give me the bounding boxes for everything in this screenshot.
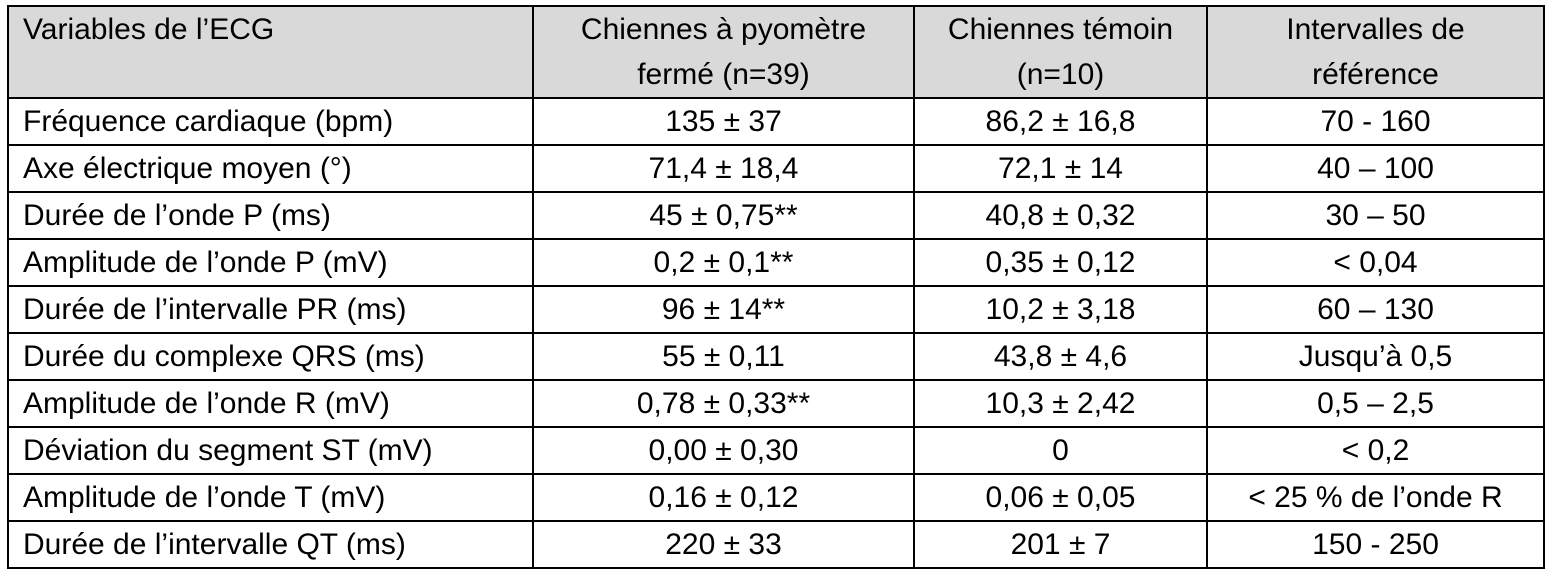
header-reference-intervals-line-1: Intervalles de (1286, 13, 1465, 46)
cell-variable: Durée de l’intervalle PR (ms) (7, 285, 534, 334)
cell-reference: Jusqu’à 0,5 (1206, 332, 1545, 381)
cell-variable: Amplitude de l’onde T (mV) (7, 473, 534, 522)
header-reference-intervals-line-2: référence (1312, 58, 1439, 91)
table-row: Durée du complexe QRS (ms) 55 ± 0,11 43,… (7, 332, 1545, 381)
cell-variable: Amplitude de l’onde R (mV) (7, 379, 534, 428)
cell-variable: Durée de l’onde P (ms) (7, 191, 534, 240)
cell-variable: Amplitude de l’onde P (mV) (7, 238, 534, 287)
table-row: Amplitude de l’onde R (mV) 0,78 ± 0,33**… (7, 379, 1545, 428)
cell-control: 10,3 ± 2,42 (913, 379, 1208, 428)
cell-pyometra: 45 ± 0,75** (532, 191, 915, 240)
table-header: Variables de l’ECG Chiennes à pyomètre f… (7, 5, 1545, 99)
cell-pyometra: 0,78 ± 0,33** (532, 379, 915, 428)
ecg-variables-table: Variables de l’ECG Chiennes à pyomètre f… (7, 5, 1545, 569)
cell-variable: Durée de l’intervalle QT (ms) (7, 520, 534, 569)
cell-reference: 30 – 50 (1206, 191, 1545, 240)
header-ecg-variables: Variables de l’ECG (7, 5, 534, 99)
table-row: Déviation du segment ST (mV) 0,00 ± 0,30… (7, 426, 1545, 475)
cell-variable: Déviation du segment ST (mV) (7, 426, 534, 475)
table-row: Axe électrique moyen (°) 71,4 ± 18,4 72,… (7, 144, 1545, 193)
cell-reference: 40 – 100 (1206, 144, 1545, 193)
header-pyometra-dogs-line-1: Chiennes à pyomètre (580, 13, 867, 46)
header-ecg-variables-line-1: Variables de l’ECG (23, 13, 275, 46)
header-control-dogs-line-2: (n=10) (1016, 58, 1105, 91)
table-row: Fréquence cardiaque (bpm) 135 ± 37 86,2 … (7, 97, 1545, 146)
cell-variable: Fréquence cardiaque (bpm) (7, 97, 534, 146)
cell-control: 43,8 ± 4,6 (913, 332, 1208, 381)
table-row: Amplitude de l’onde P (mV) 0,2 ± 0,1** 0… (7, 238, 1545, 287)
table-row: Durée de l’intervalle PR (ms) 96 ± 14** … (7, 285, 1545, 334)
header-control-dogs: Chiennes témoin (n=10) (913, 5, 1208, 99)
table-row: Durée de l’onde P (ms) 45 ± 0,75** 40,8 … (7, 191, 1545, 240)
cell-pyometra: 0,2 ± 0,1** (532, 238, 915, 287)
cell-control: 0,06 ± 0,05 (913, 473, 1208, 522)
cell-reference: 0,5 – 2,5 (1206, 379, 1545, 428)
cell-reference: < 0,04 (1206, 238, 1545, 287)
cell-control: 201 ± 7 (913, 520, 1208, 569)
cell-reference: 70 - 160 (1206, 97, 1545, 146)
cell-variable: Durée du complexe QRS (ms) (7, 332, 534, 381)
cell-control: 0 (913, 426, 1208, 475)
cell-reference: 150 - 250 (1206, 520, 1545, 569)
cell-variable: Axe électrique moyen (°) (7, 144, 534, 193)
table-row: Durée de l’intervalle QT (ms) 220 ± 33 2… (7, 520, 1545, 569)
table-body: Fréquence cardiaque (bpm) 135 ± 37 86,2 … (7, 97, 1545, 569)
header-reference-intervals: Intervalles de référence (1206, 5, 1545, 99)
cell-control: 86,2 ± 16,8 (913, 97, 1208, 146)
header-row: Variables de l’ECG Chiennes à pyomètre f… (7, 5, 1545, 99)
cell-pyometra: 0,16 ± 0,12 (532, 473, 915, 522)
cell-control: 0,35 ± 0,12 (913, 238, 1208, 287)
cell-reference: < 0,2 (1206, 426, 1545, 475)
cell-pyometra: 135 ± 37 (532, 97, 915, 146)
header-pyometra-dogs: Chiennes à pyomètre fermé (n=39) (532, 5, 915, 99)
cell-pyometra: 55 ± 0,11 (532, 332, 915, 381)
cell-reference: 60 – 130 (1206, 285, 1545, 334)
cell-reference: < 25 % de l’onde R (1206, 473, 1545, 522)
cell-pyometra: 220 ± 33 (532, 520, 915, 569)
header-pyometra-dogs-line-2: fermé (n=39) (637, 58, 810, 91)
ecg-table-container: Variables de l’ECG Chiennes à pyomètre f… (7, 5, 1545, 569)
table-row: Amplitude de l’onde T (mV) 0,16 ± 0,12 0… (7, 473, 1545, 522)
cell-pyometra: 96 ± 14** (532, 285, 915, 334)
header-control-dogs-line-1: Chiennes témoin (947, 13, 1174, 46)
cell-control: 10,2 ± 3,18 (913, 285, 1208, 334)
cell-pyometra: 0,00 ± 0,30 (532, 426, 915, 475)
cell-pyometra: 71,4 ± 18,4 (532, 144, 915, 193)
cell-control: 72,1 ± 14 (913, 144, 1208, 193)
cell-control: 40,8 ± 0,32 (913, 191, 1208, 240)
